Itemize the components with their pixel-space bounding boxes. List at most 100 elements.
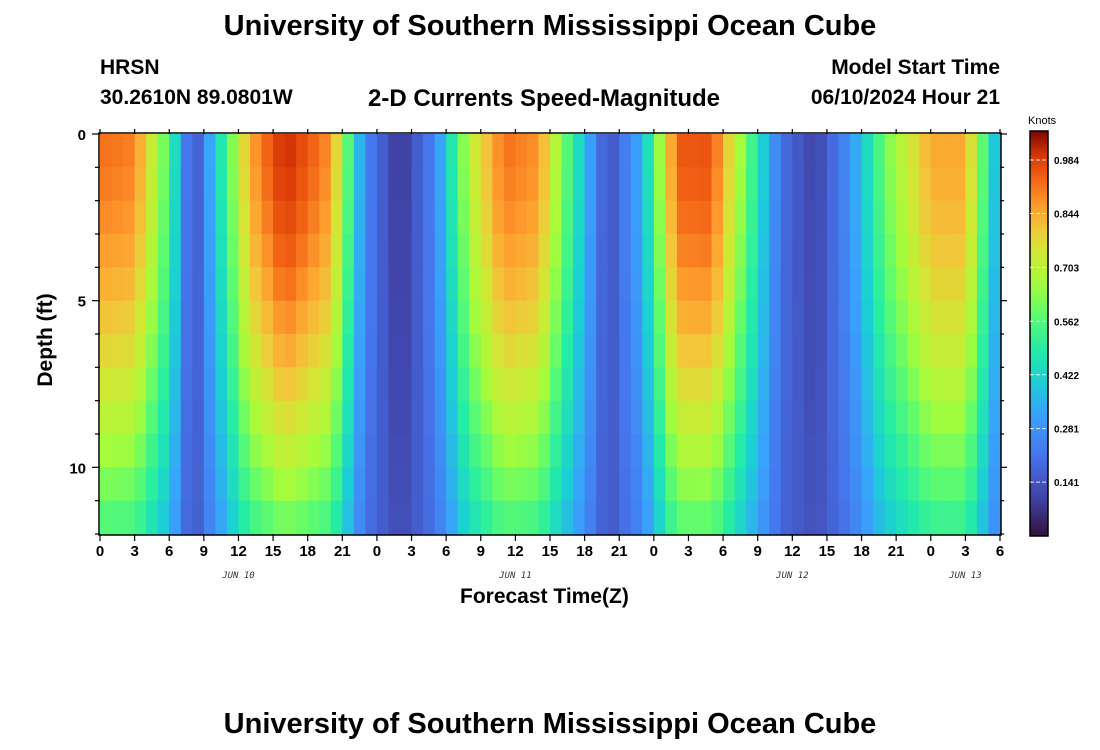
y-tick-label: 10 [69, 460, 86, 477]
heatmap-cell [884, 234, 897, 268]
heatmap-cell [884, 267, 897, 302]
heatmap-cell [792, 267, 805, 302]
heatmap-cell [965, 234, 978, 268]
heatmap-cell [238, 400, 251, 435]
heatmap-cell [700, 200, 713, 235]
heatmap-cell [653, 400, 666, 435]
heatmap-cell [630, 500, 643, 535]
heatmap-cell [561, 334, 574, 368]
heatmap-cell [688, 500, 701, 535]
heatmap-cell [596, 467, 609, 502]
heatmap-cell [976, 200, 990, 235]
heatmap-cell [803, 167, 816, 202]
heatmap-cell [203, 300, 216, 335]
heatmap-cell [942, 434, 955, 468]
heatmap-cell [584, 234, 597, 268]
heatmap-cell [826, 234, 840, 268]
heatmap-cell [376, 134, 390, 168]
heatmap-cell [180, 500, 193, 535]
heatmap-cell [250, 234, 263, 268]
heatmap-cell [180, 367, 193, 402]
heatmap-cell [942, 134, 955, 168]
heatmap-cell [134, 434, 147, 468]
heatmap-cell [550, 267, 563, 302]
heatmap-cell [411, 367, 424, 402]
heatmap-cell [180, 400, 193, 435]
heatmap-cell [480, 367, 493, 402]
heatmap-cell [711, 500, 724, 535]
heatmap-cell [330, 400, 343, 435]
heatmap-cell [446, 434, 459, 468]
heatmap-cell [215, 500, 228, 535]
heatmap-cell [134, 400, 147, 435]
heatmap-cell [850, 500, 863, 535]
heatmap-cell [676, 467, 690, 502]
heatmap-cell [757, 200, 770, 235]
heatmap-cell [988, 234, 1001, 268]
heatmap-cell [307, 300, 320, 335]
heatmap-cell [250, 267, 263, 302]
heatmap-cell [400, 134, 413, 168]
heatmap-cell [596, 234, 609, 268]
heatmap-cell [526, 267, 540, 302]
heatmap-cell [192, 134, 205, 168]
heatmap-cell [353, 134, 366, 168]
heatmap-cell [700, 334, 713, 368]
heatmap-cell [296, 500, 309, 535]
heatmap-cell [861, 300, 874, 335]
heatmap-cell [861, 234, 874, 268]
heatmap-cell [515, 434, 528, 468]
heatmap-cell [953, 267, 966, 302]
heatmap-cell [203, 467, 216, 502]
heatmap-cell [653, 434, 666, 468]
heatmap-cell [953, 467, 966, 502]
heatmap-cell [388, 467, 401, 502]
heatmap-cell [388, 300, 401, 335]
x-tick-label: 15 [819, 543, 836, 560]
heatmap-cell [273, 467, 286, 502]
heatmap-cell [203, 367, 216, 402]
heatmap-cell [815, 400, 828, 435]
heatmap-cell [896, 400, 909, 435]
heatmap-cell [100, 434, 113, 468]
heatmap-cell [284, 500, 297, 535]
heatmap-cell [642, 234, 655, 268]
heatmap-cell [988, 167, 1001, 202]
heatmap-cell [492, 400, 505, 435]
heatmap-cell [838, 334, 851, 368]
heatmap-cell [976, 334, 990, 368]
heatmap-cell [146, 367, 159, 402]
heatmap-cell [942, 267, 955, 302]
heatmap-cell [769, 334, 782, 368]
heatmap-cell [134, 267, 147, 302]
heatmap-cell [307, 234, 320, 268]
heatmap-cell [757, 500, 770, 535]
heatmap-cell [815, 500, 828, 535]
heatmap-cell [826, 134, 840, 168]
heatmap-cell [526, 200, 540, 235]
heatmap-cell [296, 200, 309, 235]
heatmap-cell [607, 467, 620, 502]
heatmap-cell [423, 400, 436, 435]
heatmap-cell [953, 134, 966, 168]
date-label: JUN 12 [775, 571, 809, 581]
heatmap-cell [180, 200, 193, 235]
heatmap-cell [803, 134, 816, 168]
heatmap-cell [630, 434, 643, 468]
heatmap-cell [353, 200, 366, 235]
heatmap-cell [261, 267, 274, 302]
heatmap-cell [111, 167, 124, 202]
heatmap-cell [284, 200, 297, 235]
date-label: JUN 11 [498, 571, 532, 581]
heatmap-cell [146, 500, 159, 535]
heatmap-cell [388, 167, 401, 202]
heatmap-cell [930, 367, 943, 402]
heatmap-cell [100, 367, 113, 402]
heatmap-cell [226, 467, 240, 502]
heatmap-cell [538, 167, 551, 202]
heatmap-cell [215, 267, 228, 302]
heatmap-cell [826, 200, 840, 235]
heatmap-cell [723, 434, 736, 468]
heatmap-cell [850, 300, 863, 335]
heatmap-cell [550, 400, 563, 435]
